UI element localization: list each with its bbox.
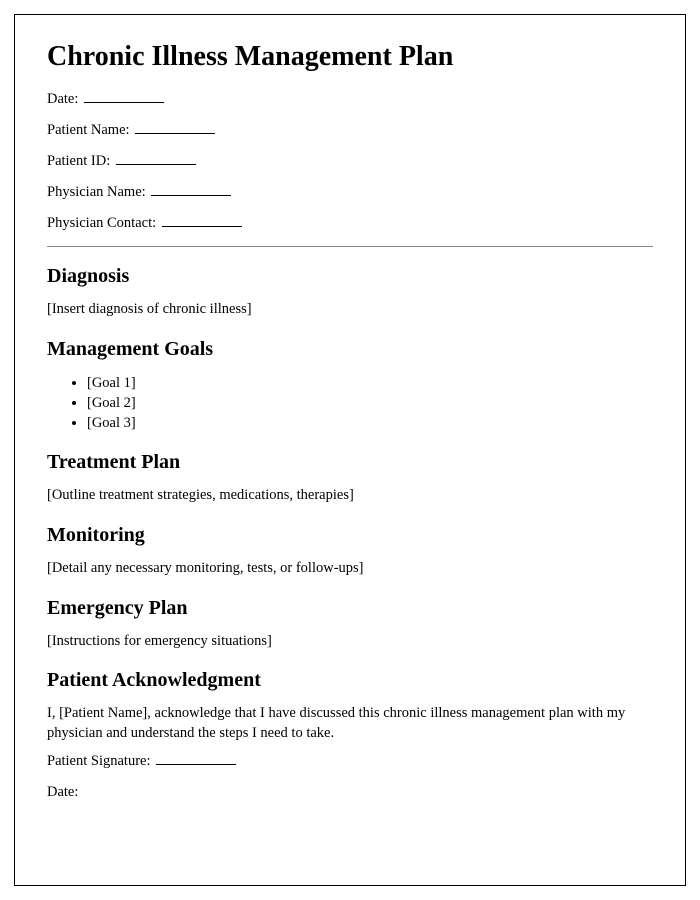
acknowledgment-heading: Patient Acknowledgment [47,669,653,692]
goal-item: [Goal 2] [87,393,653,413]
field-signature: Patient Signature: [47,753,653,770]
physician-name-label: Physician Name: [47,184,146,200]
patient-name-blank[interactable] [135,133,215,134]
goals-heading: Management Goals [47,338,653,361]
field-patient-name: Patient Name: [47,122,653,139]
patient-id-blank[interactable] [116,164,196,165]
signature-label: Patient Signature: [47,753,151,769]
monitoring-body: [Detail any necessary monitoring, tests,… [47,559,653,579]
date-label: Date: [47,91,78,107]
physician-name-blank[interactable] [151,195,231,196]
emergency-heading: Emergency Plan [47,597,653,620]
patient-name-label: Patient Name: [47,122,130,138]
physician-contact-blank[interactable] [162,226,242,227]
acknowledgment-body: I, [Patient Name], acknowledge that I ha… [47,704,653,743]
field-ack-date: Date: [47,784,653,801]
monitoring-heading: Monitoring [47,524,653,547]
document-page: Chronic Illness Management Plan Date: Pa… [14,14,686,886]
ack-date-label: Date: [47,784,78,800]
field-physician-contact: Physician Contact: [47,215,653,232]
treatment-body: [Outline treatment strategies, medicatio… [47,486,653,506]
section-divider [47,246,653,247]
diagnosis-body: [Insert diagnosis of chronic illness] [47,300,653,320]
physician-contact-label: Physician Contact: [47,215,156,231]
field-date: Date: [47,91,653,108]
patient-id-label: Patient ID: [47,153,110,169]
signature-blank[interactable] [156,764,236,765]
goals-list: [Goal 1] [Goal 2] [Goal 3] [47,373,653,434]
emergency-body: [Instructions for emergency situations] [47,632,653,652]
goal-item: [Goal 1] [87,373,653,393]
page-title: Chronic Illness Management Plan [47,41,653,73]
diagnosis-heading: Diagnosis [47,265,653,288]
date-blank[interactable] [84,102,164,103]
goal-item: [Goal 3] [87,413,653,433]
field-physician-name: Physician Name: [47,184,653,201]
field-patient-id: Patient ID: [47,153,653,170]
treatment-heading: Treatment Plan [47,451,653,474]
